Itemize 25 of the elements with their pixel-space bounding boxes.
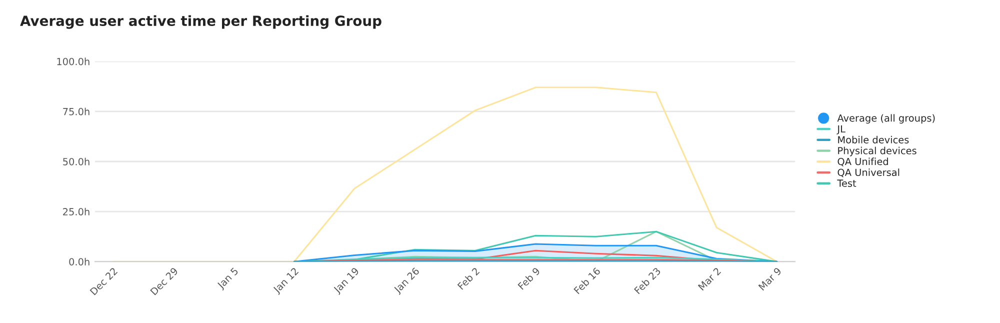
x-tick-label: Dec 22 <box>90 267 118 296</box>
x-tick-label: Mar 2 <box>698 267 722 291</box>
legend-label: Mobile devices <box>838 136 909 144</box>
legend-label: Test <box>837 180 856 187</box>
x-tick-label: Feb 2 <box>457 267 480 290</box>
legend-label: Average (all groups) <box>837 114 935 124</box>
x-tick-label: Jan 5 <box>216 267 240 291</box>
legend-label: QA Universal <box>838 168 900 178</box>
x-tick-label: Dec 29 <box>150 267 178 296</box>
y-tick-label: 25.0h <box>63 208 90 216</box>
chart-title: Average user active time per Reporting Group <box>20 15 382 29</box>
x-tick-label: Jan 26 <box>393 267 421 295</box>
y-tick-label: 100.0h <box>57 58 90 66</box>
y-tick-label: 75.0h <box>63 108 90 116</box>
x-tick-label: Jan 12 <box>272 267 300 295</box>
y-tick-label: 0.0h <box>69 258 90 266</box>
x-tick-label: Mar 9 <box>758 267 782 291</box>
legend-label: JL <box>836 125 846 134</box>
x-tick-label: Jan 19 <box>332 267 361 295</box>
y-tick-label: 50.0h <box>63 158 90 166</box>
x-tick-label: Feb 16 <box>573 266 601 294</box>
legend-label: Physical devices <box>838 146 916 156</box>
x-tick-label: Feb 23 <box>634 267 661 294</box>
x-tick-label: Feb 9 <box>517 266 540 290</box>
legend-label: QA Unified <box>838 158 888 166</box>
